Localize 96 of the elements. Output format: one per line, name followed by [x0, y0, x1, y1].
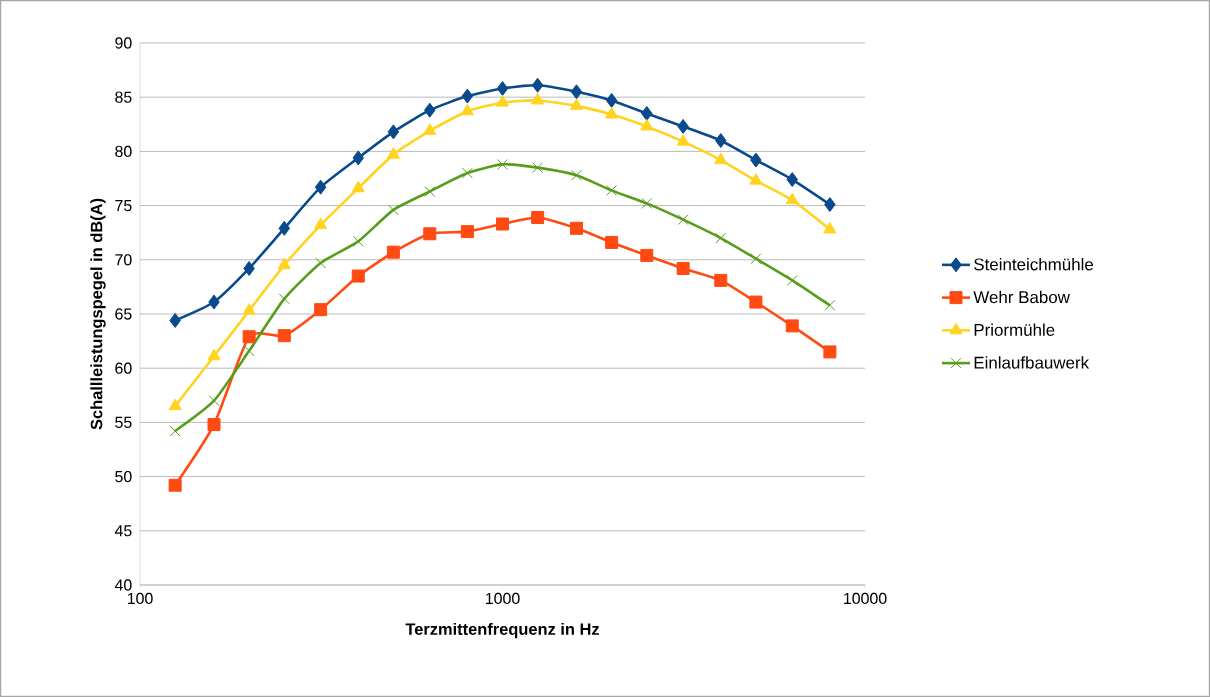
- point: [606, 184, 618, 196]
- point: [460, 225, 474, 239]
- point: [207, 348, 221, 361]
- point: [714, 273, 728, 287]
- point: [208, 395, 220, 407]
- y-tick-label: 55: [115, 416, 132, 428]
- point: [570, 84, 583, 100]
- point: [531, 92, 545, 105]
- point: [386, 147, 400, 159]
- point: [460, 103, 474, 116]
- point: [243, 345, 255, 357]
- point: [168, 398, 182, 411]
- point: [461, 88, 474, 104]
- point: [207, 418, 221, 432]
- y-tick-label: 50: [115, 470, 132, 483]
- x-axis-title: Terzmittenfrequenz in Hz: [405, 622, 600, 639]
- point: [169, 425, 181, 437]
- point: [242, 303, 256, 315]
- point: [314, 303, 328, 317]
- point: [352, 150, 365, 166]
- point: [605, 235, 619, 249]
- point: [605, 107, 619, 119]
- point: [824, 197, 836, 212]
- point: [424, 186, 436, 197]
- point: [278, 293, 290, 305]
- point: [423, 123, 437, 135]
- point: [677, 214, 689, 226]
- point: [496, 81, 509, 97]
- point: [570, 221, 583, 235]
- point: [569, 98, 584, 110]
- point: [387, 204, 399, 216]
- point: [823, 345, 837, 359]
- point: [461, 167, 473, 179]
- y-tick-label: 40: [114, 579, 132, 591]
- point: [387, 124, 400, 140]
- y-axis-title: Schallleistungspegel in dB(A): [90, 198, 106, 430]
- point: [531, 211, 545, 225]
- y-tick-label: 60: [115, 362, 132, 374]
- point: [786, 172, 799, 188]
- y-tick-label: 70: [115, 254, 132, 266]
- point: [351, 180, 365, 193]
- point: [315, 257, 327, 269]
- point: [243, 260, 255, 276]
- point: [314, 179, 327, 195]
- point: [749, 295, 763, 309]
- point: [386, 245, 400, 259]
- point: [424, 102, 436, 118]
- point: [352, 235, 364, 247]
- point: [571, 169, 582, 181]
- point: [277, 329, 291, 343]
- point: [314, 217, 328, 230]
- point: [676, 261, 690, 275]
- legend-label: Einlaufbauwerk: [974, 356, 1090, 369]
- point: [785, 192, 799, 205]
- point: [640, 118, 654, 131]
- point: [640, 248, 654, 262]
- point: [785, 319, 799, 333]
- point: [278, 220, 291, 236]
- point: [824, 299, 836, 311]
- y-tick-label: 90: [115, 37, 132, 49]
- point: [531, 77, 544, 93]
- x-tick-label: 1000: [486, 592, 520, 605]
- y-tick-label: 85: [115, 91, 132, 103]
- legend-label: Steinteichmühle: [974, 257, 1094, 271]
- point: [641, 105, 653, 121]
- y-tick-label: 80: [115, 145, 132, 158]
- point: [351, 269, 365, 283]
- x-tick-label: 100: [127, 592, 153, 605]
- legend-label: Wehr Babow: [973, 290, 1070, 304]
- y-tick-label: 65: [115, 308, 132, 320]
- point: [750, 152, 762, 168]
- point: [714, 152, 728, 165]
- point: [495, 95, 510, 107]
- point: [677, 118, 689, 134]
- point: [532, 162, 544, 174]
- y-tick-label: 45: [114, 525, 132, 537]
- point: [168, 478, 182, 492]
- point: [423, 227, 437, 241]
- point: [749, 173, 763, 185]
- legend-label: Priormühle: [974, 323, 1055, 336]
- point: [208, 294, 220, 310]
- point: [169, 312, 181, 328]
- point: [605, 92, 618, 108]
- y-tick-label: 75: [115, 200, 132, 212]
- point: [750, 253, 762, 265]
- point: [641, 197, 653, 209]
- point: [496, 217, 510, 231]
- point: [676, 134, 690, 146]
- point: [497, 158, 508, 170]
- point: [715, 133, 727, 149]
- point: [786, 274, 798, 286]
- point: [715, 232, 727, 244]
- point: [823, 221, 837, 234]
- point: [242, 330, 256, 344]
- point: [277, 257, 291, 270]
- x-tick-label: 10000: [844, 592, 887, 605]
